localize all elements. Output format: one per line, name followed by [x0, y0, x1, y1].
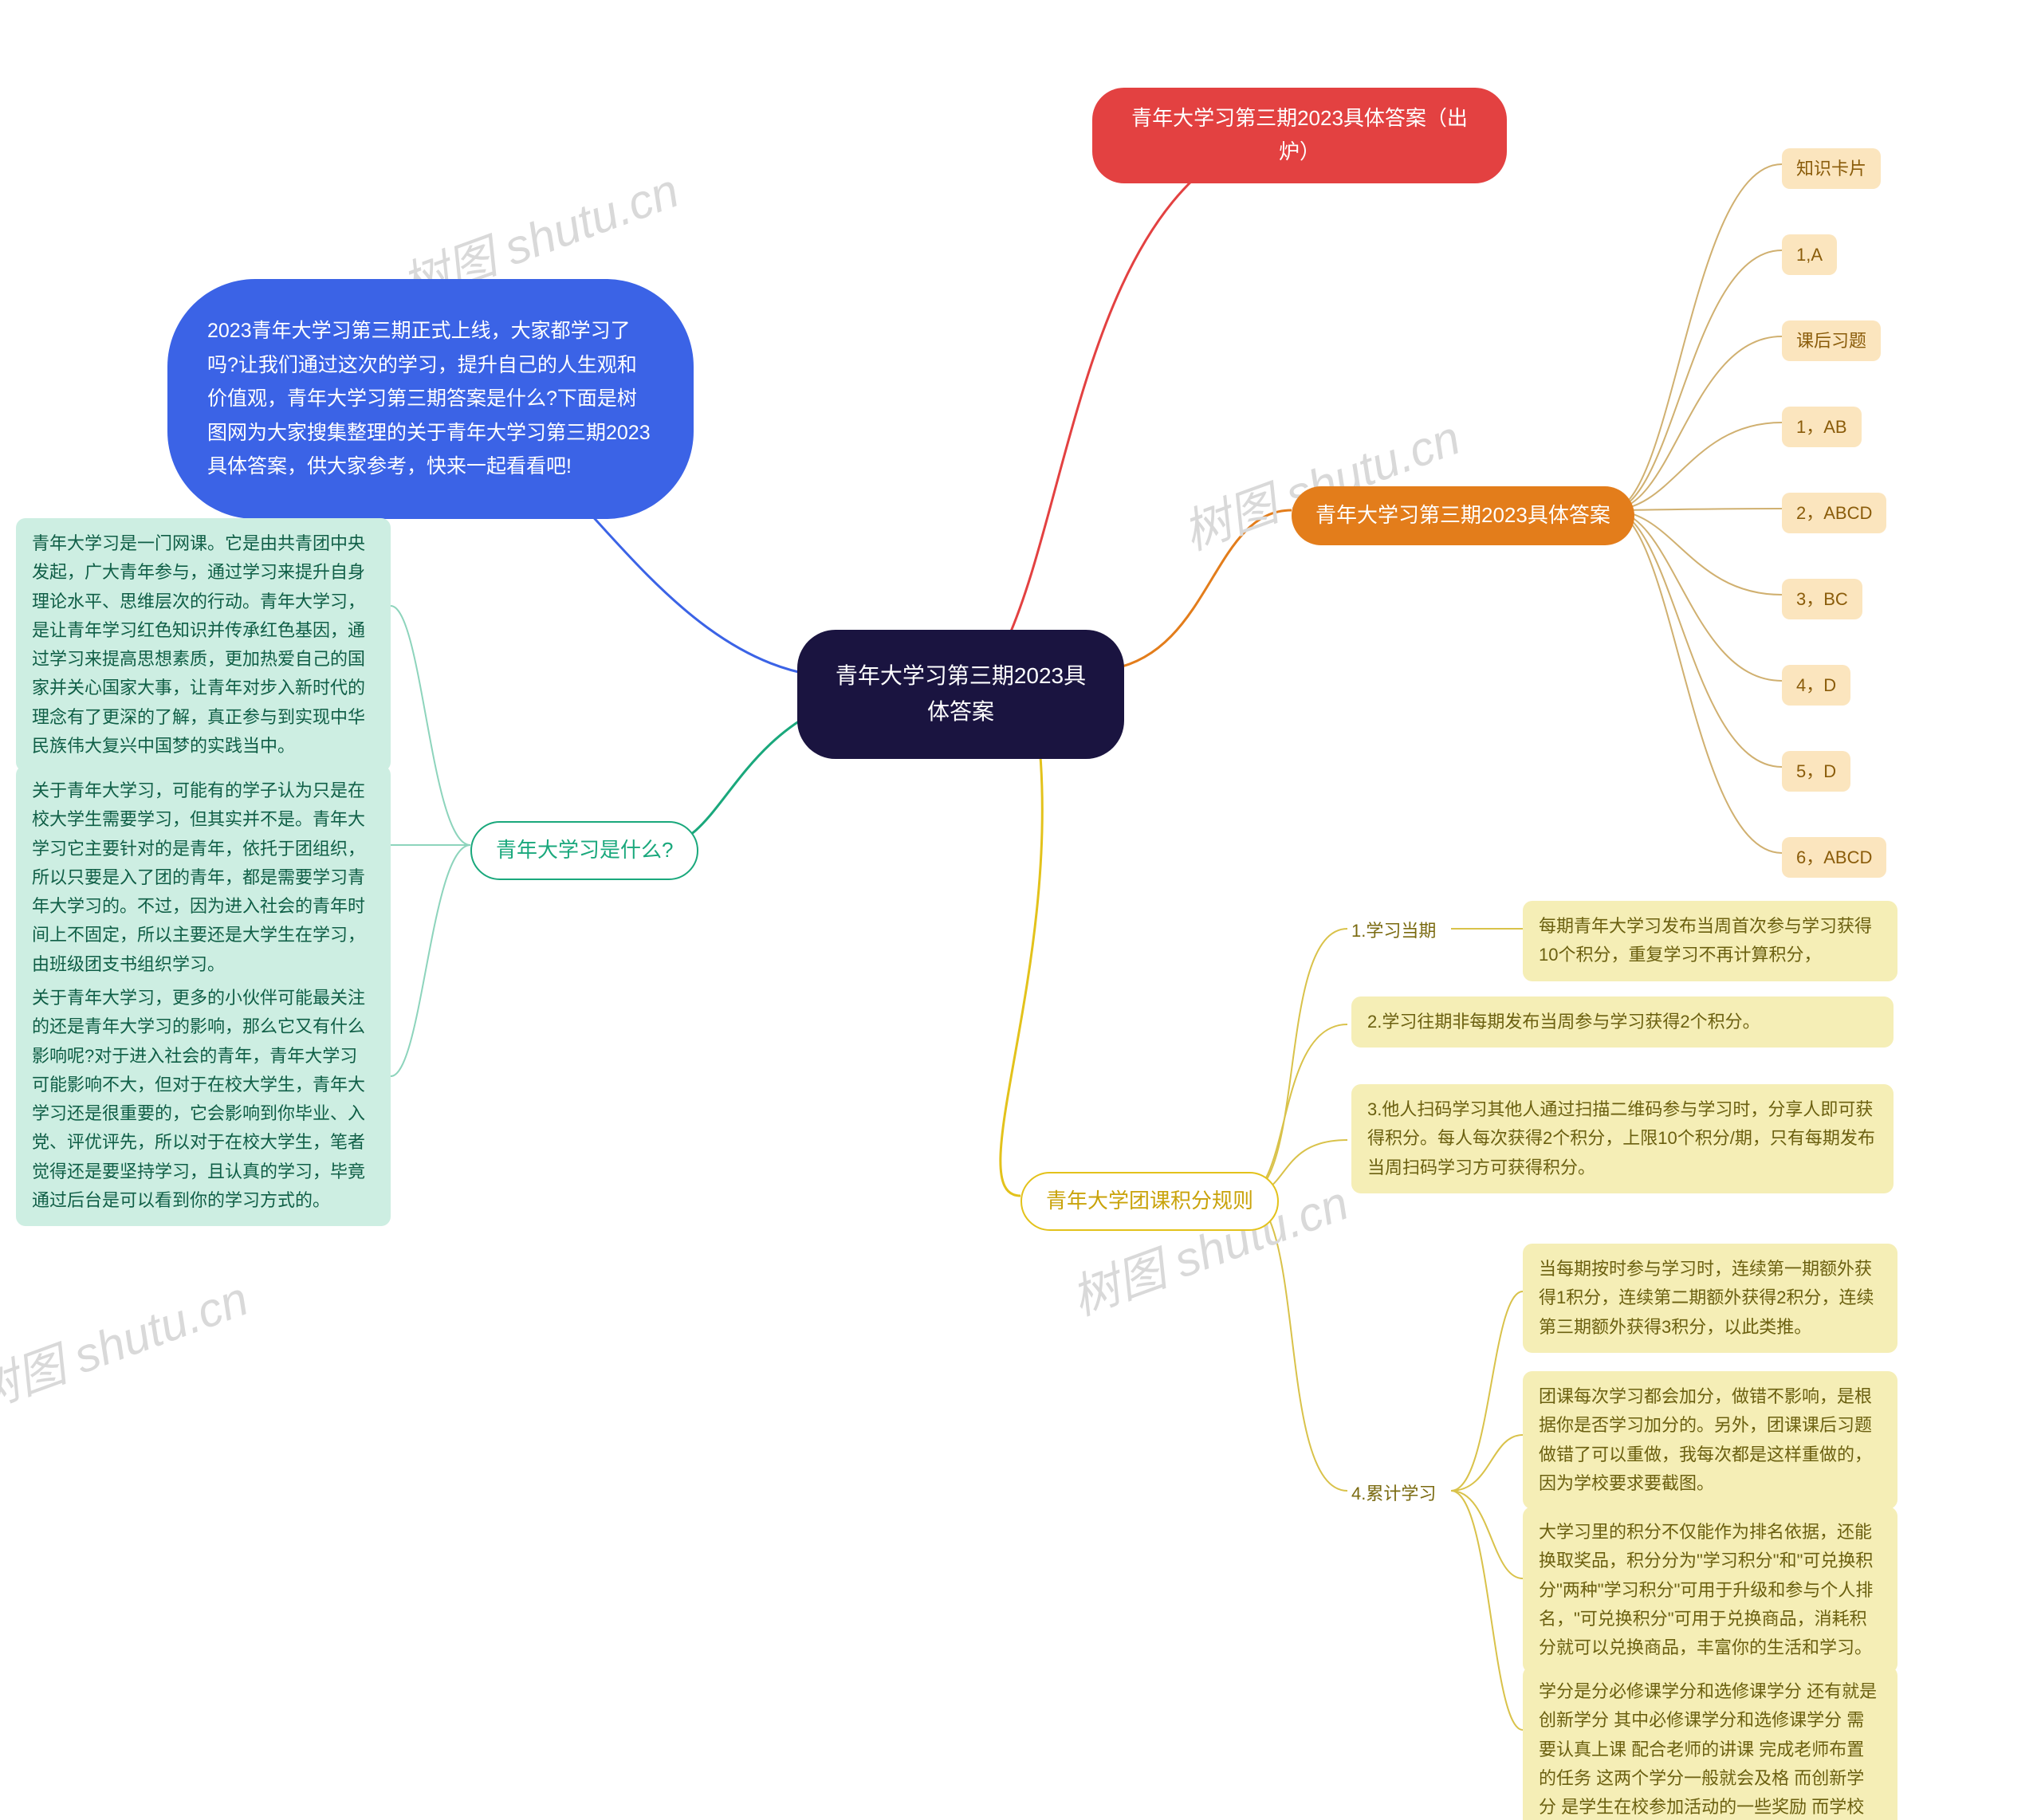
teal-leaf: 关于青年大学习，可能有的学子认为只是在校大学生需要学习，但其实并不是。青年大学习…	[16, 765, 391, 990]
yellow-leaf: 当每期按时参与学习时，连续第一期额外获得1积分，连续第二期额外获得2积分，连续第…	[1523, 1244, 1897, 1353]
yellow-leaf: 学分是分必修课学分和选修课学分 还有就是创新学分 其中必修课学分和选修课学分 需…	[1523, 1666, 1897, 1820]
yellow-leaf: 大学习里的积分不仅能作为排名依据，还能换取奖品，积分分为"学习积分"和"可兑换积…	[1523, 1507, 1897, 1673]
teal-leaf: 青年大学习是一门网课。它是由共青团中央发起，广大青年参与，通过学习来提升自身理论…	[16, 518, 391, 772]
orange-leaf: 1，AB	[1782, 407, 1862, 447]
yellow-branch-label: 青年大学团课积分规则	[1046, 1189, 1253, 1213]
orange-branch-node[interactable]: 青年大学习第三期2023具体答案	[1292, 486, 1634, 545]
intro-node[interactable]: 2023青年大学习第三期正式上线，大家都学习了吗?让我们通过这次的学习，提升自己…	[167, 279, 694, 519]
orange-leaf: 知识卡片	[1782, 148, 1881, 189]
root-node[interactable]: 青年大学习第三期2023具体答案	[797, 630, 1124, 759]
orange-leaf: 1,A	[1782, 234, 1837, 275]
orange-branch-label: 青年大学习第三期2023具体答案	[1315, 503, 1610, 527]
red-title-text: 青年大学习第三期2023具体答案（出炉）	[1124, 102, 1475, 168]
teal-leaf: 关于青年大学习，更多的小伙伴可能最关注的还是青年大学习的影响，那么它又有什么影响…	[16, 973, 391, 1226]
yellow-row-label: 1.学习当期	[1351, 917, 1436, 945]
orange-leaf: 6，ABCD	[1782, 837, 1886, 878]
teal-branch-label: 青年大学习是什么?	[496, 838, 673, 862]
yellow-leaf: 2.学习往期非每期发布当周参与学习获得2个积分。	[1351, 996, 1894, 1048]
orange-leaf: 2，ABCD	[1782, 493, 1886, 533]
orange-leaf: 3，BC	[1782, 579, 1862, 619]
yellow-row-label: 4.累计学习	[1351, 1480, 1436, 1507]
teal-branch-node[interactable]: 青年大学习是什么?	[470, 821, 698, 880]
root-label: 青年大学习第三期2023具体答案	[836, 663, 1086, 724]
yellow-leaf: 团课每次学习都会加分，做错不影响，是根据你是否学习加分的。另外，团课课后习题做错…	[1523, 1371, 1897, 1509]
intro-text: 2023青年大学习第三期正式上线，大家都学习了吗?让我们通过这次的学习，提升自己…	[207, 320, 651, 478]
orange-leaf: 4，D	[1782, 665, 1850, 706]
orange-leaf: 课后习题	[1782, 320, 1881, 361]
orange-leaf: 5，D	[1782, 751, 1850, 792]
yellow-branch-node[interactable]: 青年大学团课积分规则	[1020, 1172, 1279, 1231]
watermark: 树图 shutu.cn	[0, 1260, 257, 1425]
yellow-leaf: 每期青年大学习发布当周首次参与学习获得10个积分，重复学习不再计算积分，	[1523, 901, 1897, 981]
red-title-node[interactable]: 青年大学习第三期2023具体答案（出炉）	[1092, 88, 1507, 183]
yellow-leaf: 3.他人扫码学习其他人通过扫描二维码参与学习时，分享人即可获得积分。每人每次获得…	[1351, 1084, 1894, 1193]
